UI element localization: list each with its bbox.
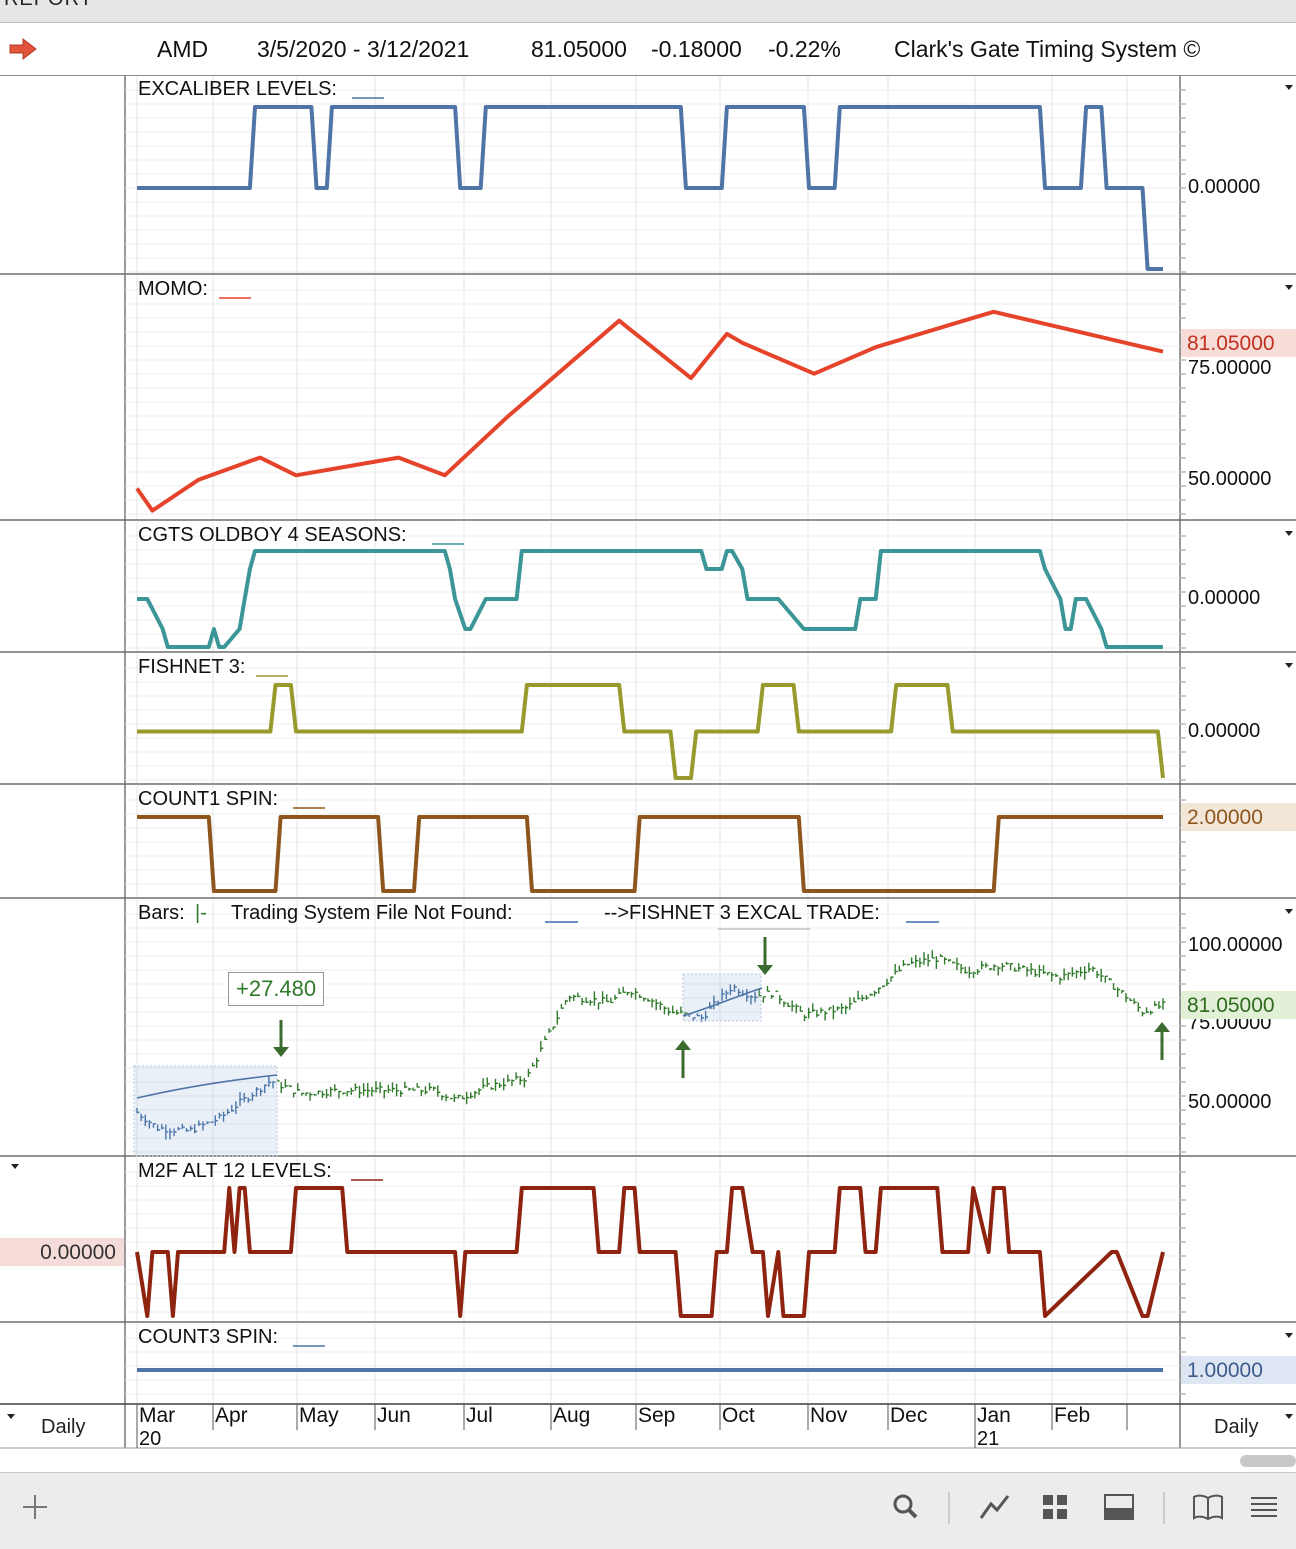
- excaliber-series-line: [137, 105, 1163, 271]
- count1-series-line: [137, 815, 1163, 893]
- momo-title: MOMO:: [138, 278, 208, 300]
- bars-panel-menu-icon[interactable]: [1285, 909, 1293, 914]
- bars-axis-label: 50.00000: [1188, 1091, 1272, 1113]
- count1-value-tag: 2.00000: [1181, 803, 1296, 831]
- menu-icon[interactable]: [1249, 1492, 1279, 1522]
- month-label-jun: Jun: [377, 1404, 411, 1427]
- profit-callout: +27.480: [228, 972, 325, 1006]
- trade-regression-line-2: [682, 987, 763, 1017]
- right-period-dropdown-icon[interactable]: [1285, 1414, 1293, 1419]
- horizontal-scrollbar[interactable]: [1240, 1455, 1296, 1467]
- month-label-jul: Jul: [466, 1404, 493, 1427]
- trade-box-1: [133, 1065, 278, 1157]
- red-arrow-icon[interactable]: [8, 37, 38, 61]
- momo-value-tag: 81.05000: [1181, 329, 1296, 357]
- m2f-panel-menu-icon[interactable]: [11, 1164, 19, 1169]
- excaliber-title: EXCALIBER LEVELS:: [138, 78, 337, 100]
- month-label-jan: Jan: [977, 1404, 1011, 1427]
- left-period-selector[interactable]: Daily: [41, 1416, 86, 1438]
- month-label-feb: Feb: [1054, 1404, 1091, 1427]
- grid-layout-icon[interactable]: [1040, 1492, 1070, 1522]
- momo-series-line: [135, 309, 1164, 513]
- window-title-strip: L REPORT: [0, 0, 1296, 23]
- trading-system-label: Trading System File Not Found:: [231, 902, 513, 924]
- panel-bars: [0, 900, 1296, 1157]
- excaliber-panel-menu-icon[interactable]: [1285, 85, 1293, 90]
- sell-arrow-1-head: [273, 1047, 289, 1057]
- month-label-aug: Aug: [553, 1404, 591, 1427]
- oldboy-panel-menu-icon[interactable]: [1285, 531, 1293, 536]
- change-pct-label: -0.22%: [768, 36, 841, 62]
- month-label-dec: Dec: [890, 1404, 928, 1427]
- bars-title: Bars:: [138, 902, 185, 924]
- trade-regression-line-1: [136, 1074, 278, 1099]
- year-label: 21: [977, 1428, 1000, 1450]
- buy-arrow-1-head: [675, 1040, 691, 1050]
- fishnet-panel-menu-icon[interactable]: [1285, 663, 1293, 668]
- chart-header: AMD 3/5/2020 - 3/12/2021 81.05000 -0.180…: [0, 23, 1296, 77]
- bars-axis-label: 100.00000: [1188, 934, 1283, 956]
- month-label-oct: Oct: [722, 1404, 755, 1427]
- oldboy-series-line: [137, 549, 1163, 649]
- m2f-value-tag: 0.00000: [0, 1238, 124, 1266]
- trade-box-2: [682, 973, 762, 1022]
- month-label-may: May: [299, 1404, 339, 1427]
- month-label-apr: Apr: [215, 1404, 248, 1427]
- panel-layout-icon[interactable]: [1103, 1492, 1135, 1522]
- search-icon[interactable]: [891, 1492, 921, 1522]
- count3-panel-menu-icon[interactable]: [1285, 1333, 1293, 1338]
- bars-style-glyph: |-: [195, 902, 207, 924]
- m2f-series-line: [135, 1186, 1165, 1318]
- line-chart-icon[interactable]: [978, 1492, 1012, 1522]
- system-name-label: Clark's Gate Timing System ©: [894, 36, 1201, 62]
- bottom-toolbar: [0, 1472, 1296, 1549]
- momo-panel-menu-icon[interactable]: [1285, 285, 1293, 290]
- panel-momo: [0, 276, 1296, 521]
- oldboy-axis-label: 0.00000: [1188, 587, 1261, 609]
- excaliber-axis-label: 0.00000: [1188, 176, 1261, 198]
- sell-arrow-2-head: [757, 965, 773, 975]
- oldboy-title: CGTS OLDBOY 4 SEASONS:: [138, 524, 407, 546]
- month-label-sep: Sep: [638, 1404, 676, 1427]
- toolbar-divider: [948, 1492, 950, 1524]
- book-icon[interactable]: [1191, 1492, 1225, 1522]
- symbol-label: AMD: [157, 36, 209, 62]
- panel-excaliber: [0, 76, 1296, 275]
- change-label: -0.18000: [651, 36, 742, 62]
- toolbar-divider-2: [1163, 1492, 1165, 1524]
- month-label-nov: Nov: [810, 1404, 848, 1427]
- last-price-label: 81.05000: [531, 36, 627, 62]
- fishnet-axis-label: 0.00000: [1188, 720, 1261, 742]
- window-title: L REPORT: [0, 0, 93, 11]
- date-range-label: 3/5/2020 - 3/12/2021: [257, 36, 470, 62]
- fishnet-title: FISHNET 3:: [138, 656, 246, 678]
- momo-axis-label: 75.00000: [1188, 357, 1272, 379]
- month-label-mar: Mar: [139, 1404, 176, 1427]
- momo-axis-label: 50.00000: [1188, 468, 1272, 490]
- count3-value-tag: 1.00000: [1181, 1356, 1296, 1384]
- bars-value-tag: 81.05000: [1181, 991, 1296, 1019]
- plot-background: [0, 76, 1296, 1404]
- count3-title: COUNT3 SPIN:: [138, 1326, 279, 1348]
- fishnet-trade-label: -->FISHNET 3 EXCAL TRADE:: [604, 902, 880, 924]
- left-period-dropdown-icon[interactable]: [7, 1414, 15, 1419]
- m2f-title: M2F ALT 12 LEVELS:: [138, 1160, 332, 1182]
- buy-arrow-2-head: [1154, 1022, 1170, 1032]
- count1-title: COUNT1 SPIN:: [138, 788, 279, 810]
- right-period-selector[interactable]: Daily: [1214, 1416, 1259, 1438]
- add-icon[interactable]: [20, 1492, 50, 1522]
- year-label: 20: [139, 1428, 162, 1450]
- fishnet-series-line: [137, 683, 1165, 780]
